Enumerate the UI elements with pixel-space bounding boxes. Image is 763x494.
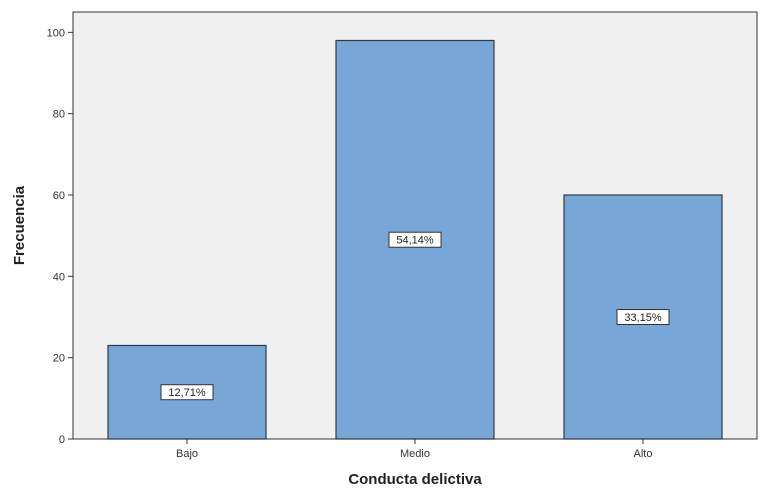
data-label-box [388, 231, 442, 248]
y-tick-label: 60 [53, 190, 65, 202]
data-label-box [160, 384, 214, 401]
x-tick-label: Medio [400, 448, 430, 460]
data-label-box [616, 309, 670, 325]
x-axis-title: Conducta delictiva [348, 471, 482, 488]
y-tick-label: 40 [53, 271, 65, 283]
y-axis: 0 20 40 60 80 100 [47, 12, 74, 446]
y-tick-label: 0 [59, 434, 65, 446]
data-label: 33,15% [624, 312, 662, 324]
y-axis-title: Frecuencia [11, 185, 28, 265]
x-tick-label: Alto [634, 448, 653, 460]
data-label: 12,71% [168, 387, 206, 399]
x-tick-label: Bajo [176, 448, 198, 460]
data-label: 54,14% [396, 235, 434, 247]
x-axis: Bajo Medio Alto [73, 438, 757, 460]
y-tick-label: 100 [47, 27, 65, 39]
y-tick-label: 80 [53, 109, 65, 121]
bars: 12,71% 54,14% 33,15% [107, 39, 723, 440]
y-tick-label: 20 [53, 353, 65, 365]
